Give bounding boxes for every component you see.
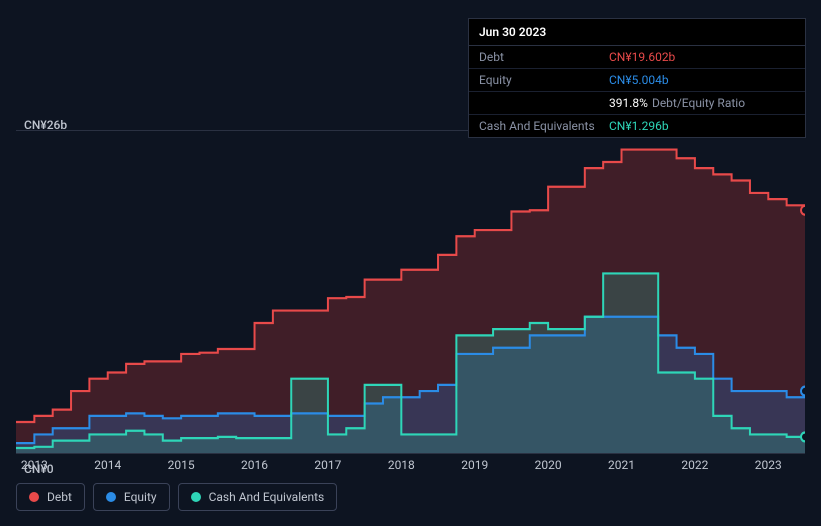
chart-plot-area[interactable] <box>16 130 805 454</box>
tooltip-row-suffix: Debt/Equity Ratio <box>652 96 745 110</box>
tooltip-row-label <box>479 96 609 110</box>
x-tick-label: 2013 <box>21 458 48 472</box>
legend-dot-icon <box>106 492 116 502</box>
legend-item-cash-and-equivalents[interactable]: Cash And Equivalents <box>178 483 338 511</box>
tooltip-row-label: Cash And Equivalents <box>479 119 609 133</box>
tooltip-date: Jun 30 2023 <box>469 19 805 46</box>
legend-item-label: Debt <box>47 490 72 504</box>
legend-dot-icon <box>29 492 39 502</box>
x-tick-label: 2018 <box>388 458 415 472</box>
tooltip-row-label: Equity <box>479 73 609 87</box>
x-tick-label: 2019 <box>461 458 488 472</box>
x-axis: 2013 2014 2015 2016 2017 2018 2019 2020 2021 2022… <box>16 458 805 476</box>
x-tick-label: 2021 <box>608 458 635 472</box>
series-end-dot <box>801 387 805 396</box>
x-tick-label: 2020 <box>535 458 562 472</box>
x-tick-label: 2023 <box>755 458 782 472</box>
chart-legend: Debt Equity Cash And Equivalents <box>16 483 337 511</box>
tooltip-row-value: CN¥5.004b <box>609 73 669 87</box>
x-tick-label: 2022 <box>681 458 708 472</box>
tooltip-row: Cash And EquivalentsCN¥1.296b <box>469 115 805 137</box>
debt-equity-chart: CN¥26b CN¥0 2013201420152016201720182019… <box>16 120 805 476</box>
tooltip-row-value: 391.8%Debt/Equity Ratio <box>609 96 745 110</box>
tooltip-row: 391.8%Debt/Equity Ratio <box>469 92 805 115</box>
tooltip-row: EquityCN¥5.004b <box>469 69 805 92</box>
legend-item-equity[interactable]: Equity <box>93 483 170 511</box>
x-tick-label: 2015 <box>168 458 195 472</box>
legend-item-label: Equity <box>124 490 157 504</box>
legend-item-label: Cash And Equivalents <box>209 490 325 504</box>
tooltip-row-value: CN¥1.296b <box>609 119 669 133</box>
x-tick-label: 2017 <box>314 458 341 472</box>
x-tick-label: 2016 <box>241 458 268 472</box>
tooltip-row-label: Debt <box>479 50 609 64</box>
series-end-dot <box>801 206 805 215</box>
chart-tooltip: Jun 30 2023 DebtCN¥19.602bEquityCN¥5.004… <box>468 18 806 138</box>
tooltip-row-value: CN¥19.602b <box>609 50 675 64</box>
legend-dot-icon <box>191 492 201 502</box>
legend-item-debt[interactable]: Debt <box>16 483 85 511</box>
series-end-dot <box>801 432 805 441</box>
x-tick-label: 2014 <box>94 458 121 472</box>
tooltip-row: DebtCN¥19.602b <box>469 46 805 69</box>
